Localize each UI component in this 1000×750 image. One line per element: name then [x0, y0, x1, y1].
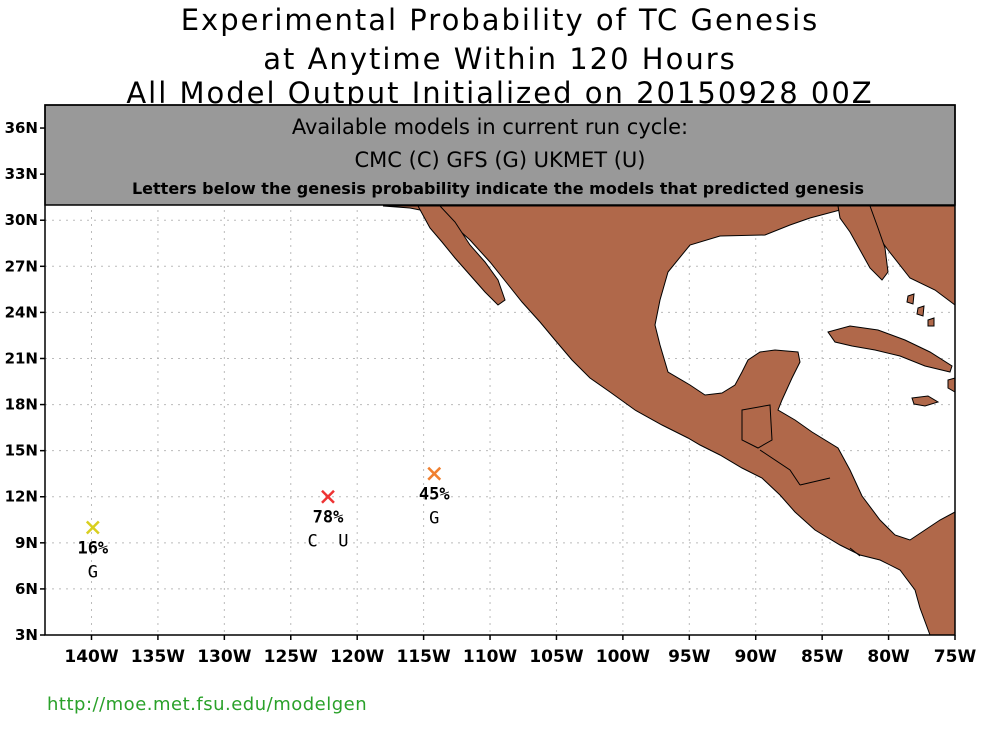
lon-tick-label: 125W: [264, 647, 318, 667]
lat-tick-label: 33N: [5, 165, 38, 183]
country-borders: [741, 404, 861, 557]
lon-tick-label: 110W: [463, 647, 517, 667]
lon-tick-label: 80W: [867, 647, 910, 667]
lon-tick-label: 135W: [131, 647, 185, 667]
genesis-x-icon: [321, 489, 335, 504]
lat-tick-label: 9N: [15, 534, 38, 552]
lat-tick-label: 3N: [15, 626, 38, 644]
lon-tick-label: 115W: [396, 647, 450, 667]
models-banner: [44, 104, 956, 206]
title-line-1: Experimental Probability of TC Genesis: [180, 3, 820, 37]
lon-tick-label: 90W: [735, 647, 778, 667]
genesis-models-label: G: [429, 509, 439, 529]
lon-tick-label: 105W: [529, 647, 583, 667]
genesis-models-label: C U: [307, 532, 348, 552]
genesis-models-label: G: [88, 562, 98, 582]
lon-tick-label: 140W: [64, 647, 118, 667]
genesis-marker: 78% C U: [307, 489, 348, 552]
genesis-probability-label: 16%: [77, 538, 108, 558]
x-stroke: [321, 489, 335, 504]
lon-tick-label: 95W: [668, 647, 711, 667]
lat-tick-label: 15N: [5, 442, 38, 460]
land-jamaica: [911, 395, 940, 407]
land-cuba: [827, 325, 953, 373]
lat-axis: 36N 33N 30N 27N 24N 21N 18N 15N 12N 9N 6N 3N: [5, 119, 45, 644]
lat-tick-label: 24N: [5, 303, 38, 321]
lon-tick-label: 75W: [934, 647, 977, 667]
x-stroke: [427, 466, 442, 481]
land-florida: [837, 205, 889, 281]
genesis-markers: 16% G 78% C U 45% G: [77, 466, 450, 582]
lon-tick-label: 130W: [197, 647, 251, 667]
land-bahamas: [906, 293, 935, 327]
land-masses: [382, 205, 956, 636]
lat-tick-label: 21N: [5, 349, 38, 367]
source-url-link[interactable]: http://moe.met.fsu.edu/modelgen: [47, 694, 368, 715]
plot-frame: [44, 104, 956, 636]
lon-tick-label: 100W: [596, 647, 650, 667]
genesis-x-icon: [85, 520, 100, 535]
lat-tick-label: 30N: [5, 211, 38, 229]
lat-tick-label: 36N: [5, 119, 38, 137]
genesis-x-icon: [427, 466, 442, 481]
lon-axis: 140W 135W 130W 125W 120W 115W 110W 105W 100W 95W 9…: [64, 635, 976, 667]
banner-line-3: Letters below the genesis probability in…: [132, 179, 864, 198]
lat-tick-label: 18N: [5, 396, 38, 414]
lon-tick-label: 85W: [801, 647, 844, 667]
land-baja-california: [417, 205, 506, 306]
title-line-2: at Anytime Within 120 Hours: [263, 42, 737, 76]
genesis-probability-label: 45%: [419, 485, 450, 505]
genesis-probability-label: 78%: [313, 508, 344, 528]
lat-tick-label: 6N: [15, 580, 38, 598]
lat-tick-label: 12N: [5, 488, 38, 506]
banner-line-1: Available models in current run cycle:: [292, 115, 688, 139]
land-north-america: [382, 205, 956, 636]
banner-line-2: CMC (C) GFS (G) UKMET (U): [355, 148, 646, 172]
lat-tick-label: 27N: [5, 257, 38, 275]
lon-tick-label: 120W: [330, 647, 384, 667]
genesis-marker: 16% G: [77, 520, 109, 582]
genesis-marker: 45% G: [419, 466, 450, 529]
x-stroke: [85, 520, 100, 535]
